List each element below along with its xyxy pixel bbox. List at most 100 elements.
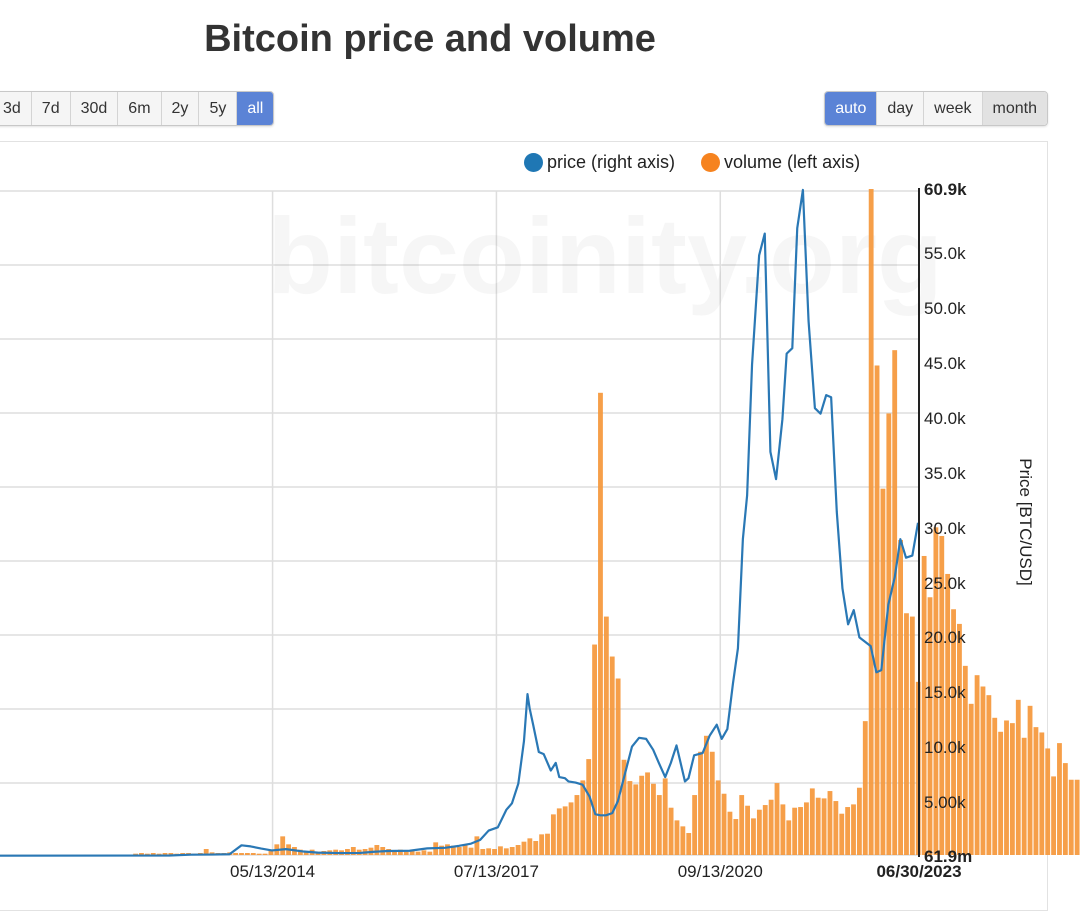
right-axis-tick-label: 40.0k: [924, 409, 966, 428]
volume-bar: [509, 847, 515, 855]
volume-bar: [574, 795, 580, 855]
volume-bar: [762, 805, 768, 855]
volume-bar: [674, 820, 680, 855]
volume-bar: [1039, 732, 1045, 855]
right-axis-tick-label: 5.00k: [924, 793, 966, 812]
volume-bar: [721, 793, 727, 855]
volume-bar: [974, 675, 980, 855]
volume-bar: [733, 819, 739, 855]
volume-bars: [133, 189, 1080, 855]
volume-bar: [662, 778, 668, 855]
right-axis-tick-label: 55.0k: [924, 244, 966, 263]
volume-bar: [262, 853, 268, 855]
x-axis-tick-label: 05/13/2014: [230, 862, 315, 881]
range-button-3d[interactable]: 3d: [0, 92, 32, 125]
volume-bar: [851, 804, 856, 855]
volume-bar: [492, 849, 497, 855]
right-axis-tick-label: 10.0k: [924, 738, 966, 757]
range-button-2y[interactable]: 2y: [161, 92, 200, 125]
volume-bar: [868, 189, 874, 855]
volume-bar: [621, 759, 627, 855]
x-axis-tick-label: 09/13/2020: [678, 862, 763, 881]
volume-bar: [945, 573, 951, 855]
volume-bar: [698, 751, 703, 855]
volume-bar: [756, 809, 762, 855]
volume-bar: [862, 721, 868, 855]
volume-bar: [168, 853, 174, 855]
volume-bar: [256, 853, 262, 855]
volume-bar: [403, 851, 409, 855]
volume-bar: [1062, 763, 1068, 855]
volume-bar: [962, 665, 968, 855]
right-axis-tick-label: 35.0k: [924, 464, 966, 483]
right-axis-tick-label: 15.0k: [924, 683, 966, 702]
volume-bar: [668, 807, 674, 855]
resolution-button-day[interactable]: day: [877, 92, 925, 125]
volume-bar: [562, 806, 568, 855]
volume-bar: [874, 365, 880, 855]
volume-bar: [656, 795, 662, 855]
legend-price-label: price (right axis): [547, 152, 676, 172]
volume-bar: [786, 820, 792, 855]
range-button-all[interactable]: all: [237, 92, 274, 125]
volume-bar: [615, 678, 621, 855]
volume-bar: [627, 781, 633, 855]
volume-bar: [350, 847, 356, 855]
legend-item-volume[interactable]: volume (left axis): [701, 152, 860, 173]
resolution-button-auto[interactable]: auto: [825, 92, 878, 125]
volume-bar: [280, 836, 286, 855]
volume-bar: [645, 772, 650, 855]
volume-bar: [886, 413, 892, 855]
volume-bar: [580, 780, 586, 855]
volume-bar: [998, 731, 1004, 855]
right-axis-ticks: 60.9k 55.0k 50.0k 45.0k 40.0k 35.0k 30.0k 25.0k…: [924, 180, 972, 866]
volume-bar: [780, 804, 786, 855]
volume-bar: [686, 833, 692, 855]
volume-bar: [957, 623, 962, 855]
resolution-button-month[interactable]: month: [982, 92, 1047, 125]
legend: price (right axis) volume (left axis): [524, 152, 860, 173]
volume-bar: [1057, 743, 1062, 855]
volume-bar: [568, 802, 574, 855]
volume-bar: [1021, 737, 1027, 855]
volume-bar: [709, 751, 715, 855]
volume-bar: [751, 818, 756, 855]
range-button-30d[interactable]: 30d: [70, 92, 119, 125]
range-button-5y[interactable]: 5y: [199, 92, 238, 125]
volume-bar: [609, 656, 615, 855]
volume-bar: [798, 807, 803, 855]
range-button-6m[interactable]: 6m: [118, 92, 162, 125]
volume-bar: [139, 853, 144, 855]
volume-bar: [397, 849, 403, 855]
volume-bar: [427, 851, 433, 855]
volume-bar: [445, 844, 450, 855]
volume-bar: [415, 851, 421, 855]
volume-bar: [815, 797, 821, 855]
volume-bar: [639, 775, 645, 855]
volume-bar: [527, 838, 533, 855]
x-axis-ticks: 05/13/2014 07/13/2017 09/13/2020 06/30/2023: [230, 862, 962, 881]
volume-bar: [586, 759, 592, 855]
right-axis-tick-label: 30.0k: [924, 519, 966, 538]
volume-bar: [162, 853, 168, 855]
resolution-button-week[interactable]: week: [924, 92, 983, 125]
volume-bar: [1009, 723, 1015, 855]
volume-bar: [250, 853, 256, 855]
volume-bar: [480, 849, 486, 855]
range-button-7d[interactable]: 7d: [31, 92, 71, 125]
x-axis-tick-label: 07/13/2017: [454, 862, 539, 881]
volume-bar: [951, 609, 956, 855]
volume-bar: [1074, 779, 1080, 855]
resolution-selector: auto day week month: [824, 91, 1048, 126]
right-axis-title: Price [BTC/USD]: [1016, 458, 1035, 586]
price-line: [0, 188, 920, 857]
legend-item-price[interactable]: price (right axis): [524, 152, 675, 173]
volume-bar: [992, 717, 998, 855]
volume-bar: [539, 834, 545, 855]
volume-bar: [939, 535, 945, 855]
volume-bar: [486, 848, 492, 855]
volume-bar: [303, 851, 309, 855]
volume-bar: [239, 853, 244, 855]
volume-bar: [603, 616, 609, 855]
volume-bar: [1015, 699, 1021, 855]
